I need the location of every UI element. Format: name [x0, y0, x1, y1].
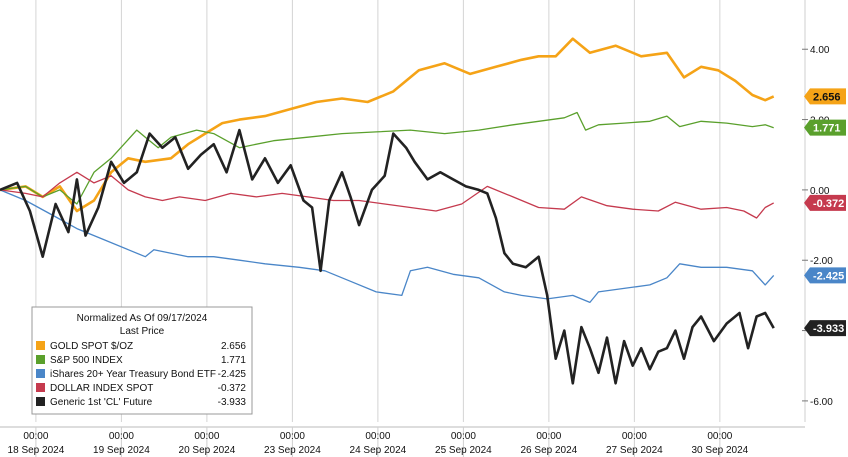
x-tick-time: 00:00	[536, 431, 561, 442]
x-tick-time: 00:00	[622, 431, 647, 442]
x-tick-time: 00:00	[365, 431, 390, 442]
last-price-tag-bg	[804, 320, 846, 337]
last-price-tag-value: 1.771	[813, 123, 841, 135]
series-line-1	[0, 37, 775, 213]
series-line-3	[0, 189, 775, 304]
last-price-tag-value: 2.656	[813, 91, 841, 103]
last-price-tag-bg	[804, 119, 846, 136]
legend-swatch	[36, 355, 45, 364]
legend-swatch	[36, 383, 45, 392]
series-layer	[0, 37, 775, 385]
legend-series-name: iShares 20+ Year Treasury Bond ETF	[50, 369, 216, 380]
legend-box	[31, 306, 253, 415]
last-price-tag: 1.771	[804, 119, 846, 136]
last-price-tag-value: -3.933	[813, 323, 844, 335]
x-tick-time: 00:00	[707, 431, 732, 442]
x-tick-date: 19 Sep 2024	[93, 445, 150, 456]
x-tick-date: 23 Sep 2024	[264, 445, 321, 456]
legend-series-name: DOLLAR INDEX SPOT	[50, 383, 153, 394]
legend-series-name: Generic 1st 'CL' Future	[50, 397, 153, 408]
x-tick-date: 27 Sep 2024	[606, 445, 663, 456]
x-axis: 00:00 18 Sep 2024 00:00 19 Sep 2024 00:00 20 …	[0, 426, 848, 457]
x-axis-band	[0, 427, 848, 457]
legend-series-value: -0.372	[218, 383, 247, 394]
last-price-tag-bg	[804, 88, 846, 105]
x-tick-time: 00:00	[194, 431, 219, 442]
last-price-tag: -0.372	[804, 194, 846, 211]
x-tick-date: 26 Sep 2024	[521, 445, 578, 456]
y-tick-label: 0.00	[810, 186, 830, 197]
y-tick-label: -2.00	[810, 256, 833, 267]
series-line-2	[0, 111, 774, 205]
last-price-tag-value: -0.372	[813, 198, 844, 210]
legend-subheader: Last Price	[120, 326, 165, 337]
legend-header: Normalized As Of 09/17/2024	[77, 313, 208, 324]
legend-swatch	[36, 341, 45, 350]
last-price-tag-bg	[804, 194, 846, 211]
legend-series-value: -3.933	[218, 397, 247, 408]
legend: Normalized As Of 09/17/2024 Last Price GOL…	[31, 306, 253, 415]
x-tick-date: 18 Sep 2024	[8, 445, 65, 456]
last-price-tag: 2.656	[804, 88, 846, 105]
x-tick-time: 00:00	[109, 431, 134, 442]
legend-series-name: S&P 500 INDEX	[50, 355, 123, 366]
legend-swatch	[36, 397, 45, 406]
x-tick-time: 00:00	[23, 431, 48, 442]
y-tick-label: -6.00	[810, 397, 833, 408]
y-tick-label: 4.00	[810, 45, 830, 56]
x-tick-date: 20 Sep 2024	[179, 445, 236, 456]
series-line-4	[0, 171, 775, 219]
last-price-tags: 2.656 1.771 -2.425 -0.372 -3.933	[804, 88, 846, 337]
legend-series-name: GOLD SPOT $/OZ	[50, 341, 133, 352]
legend-series-value: 2.656	[221, 341, 246, 352]
x-tick-date: 25 Sep 2024	[435, 445, 492, 456]
legend-swatch	[36, 369, 45, 378]
legend-series-value: 1.771	[221, 355, 246, 366]
y-axis: 4.002.000.00-2.00-4.00-6.00	[802, 0, 833, 422]
x-tick-time: 00:00	[280, 431, 305, 442]
x-tick-date: 24 Sep 2024	[350, 445, 407, 456]
last-price-tag-value: -2.425	[813, 270, 844, 282]
series-line-5	[0, 128, 775, 385]
last-price-tag: -3.933	[804, 320, 846, 337]
x-tick-date: 30 Sep 2024	[692, 445, 749, 456]
x-tick-time: 00:00	[451, 431, 476, 442]
legend-series-value: -2.425	[218, 369, 247, 380]
last-price-tag-bg	[804, 267, 846, 284]
last-price-tag: -2.425	[804, 267, 846, 284]
